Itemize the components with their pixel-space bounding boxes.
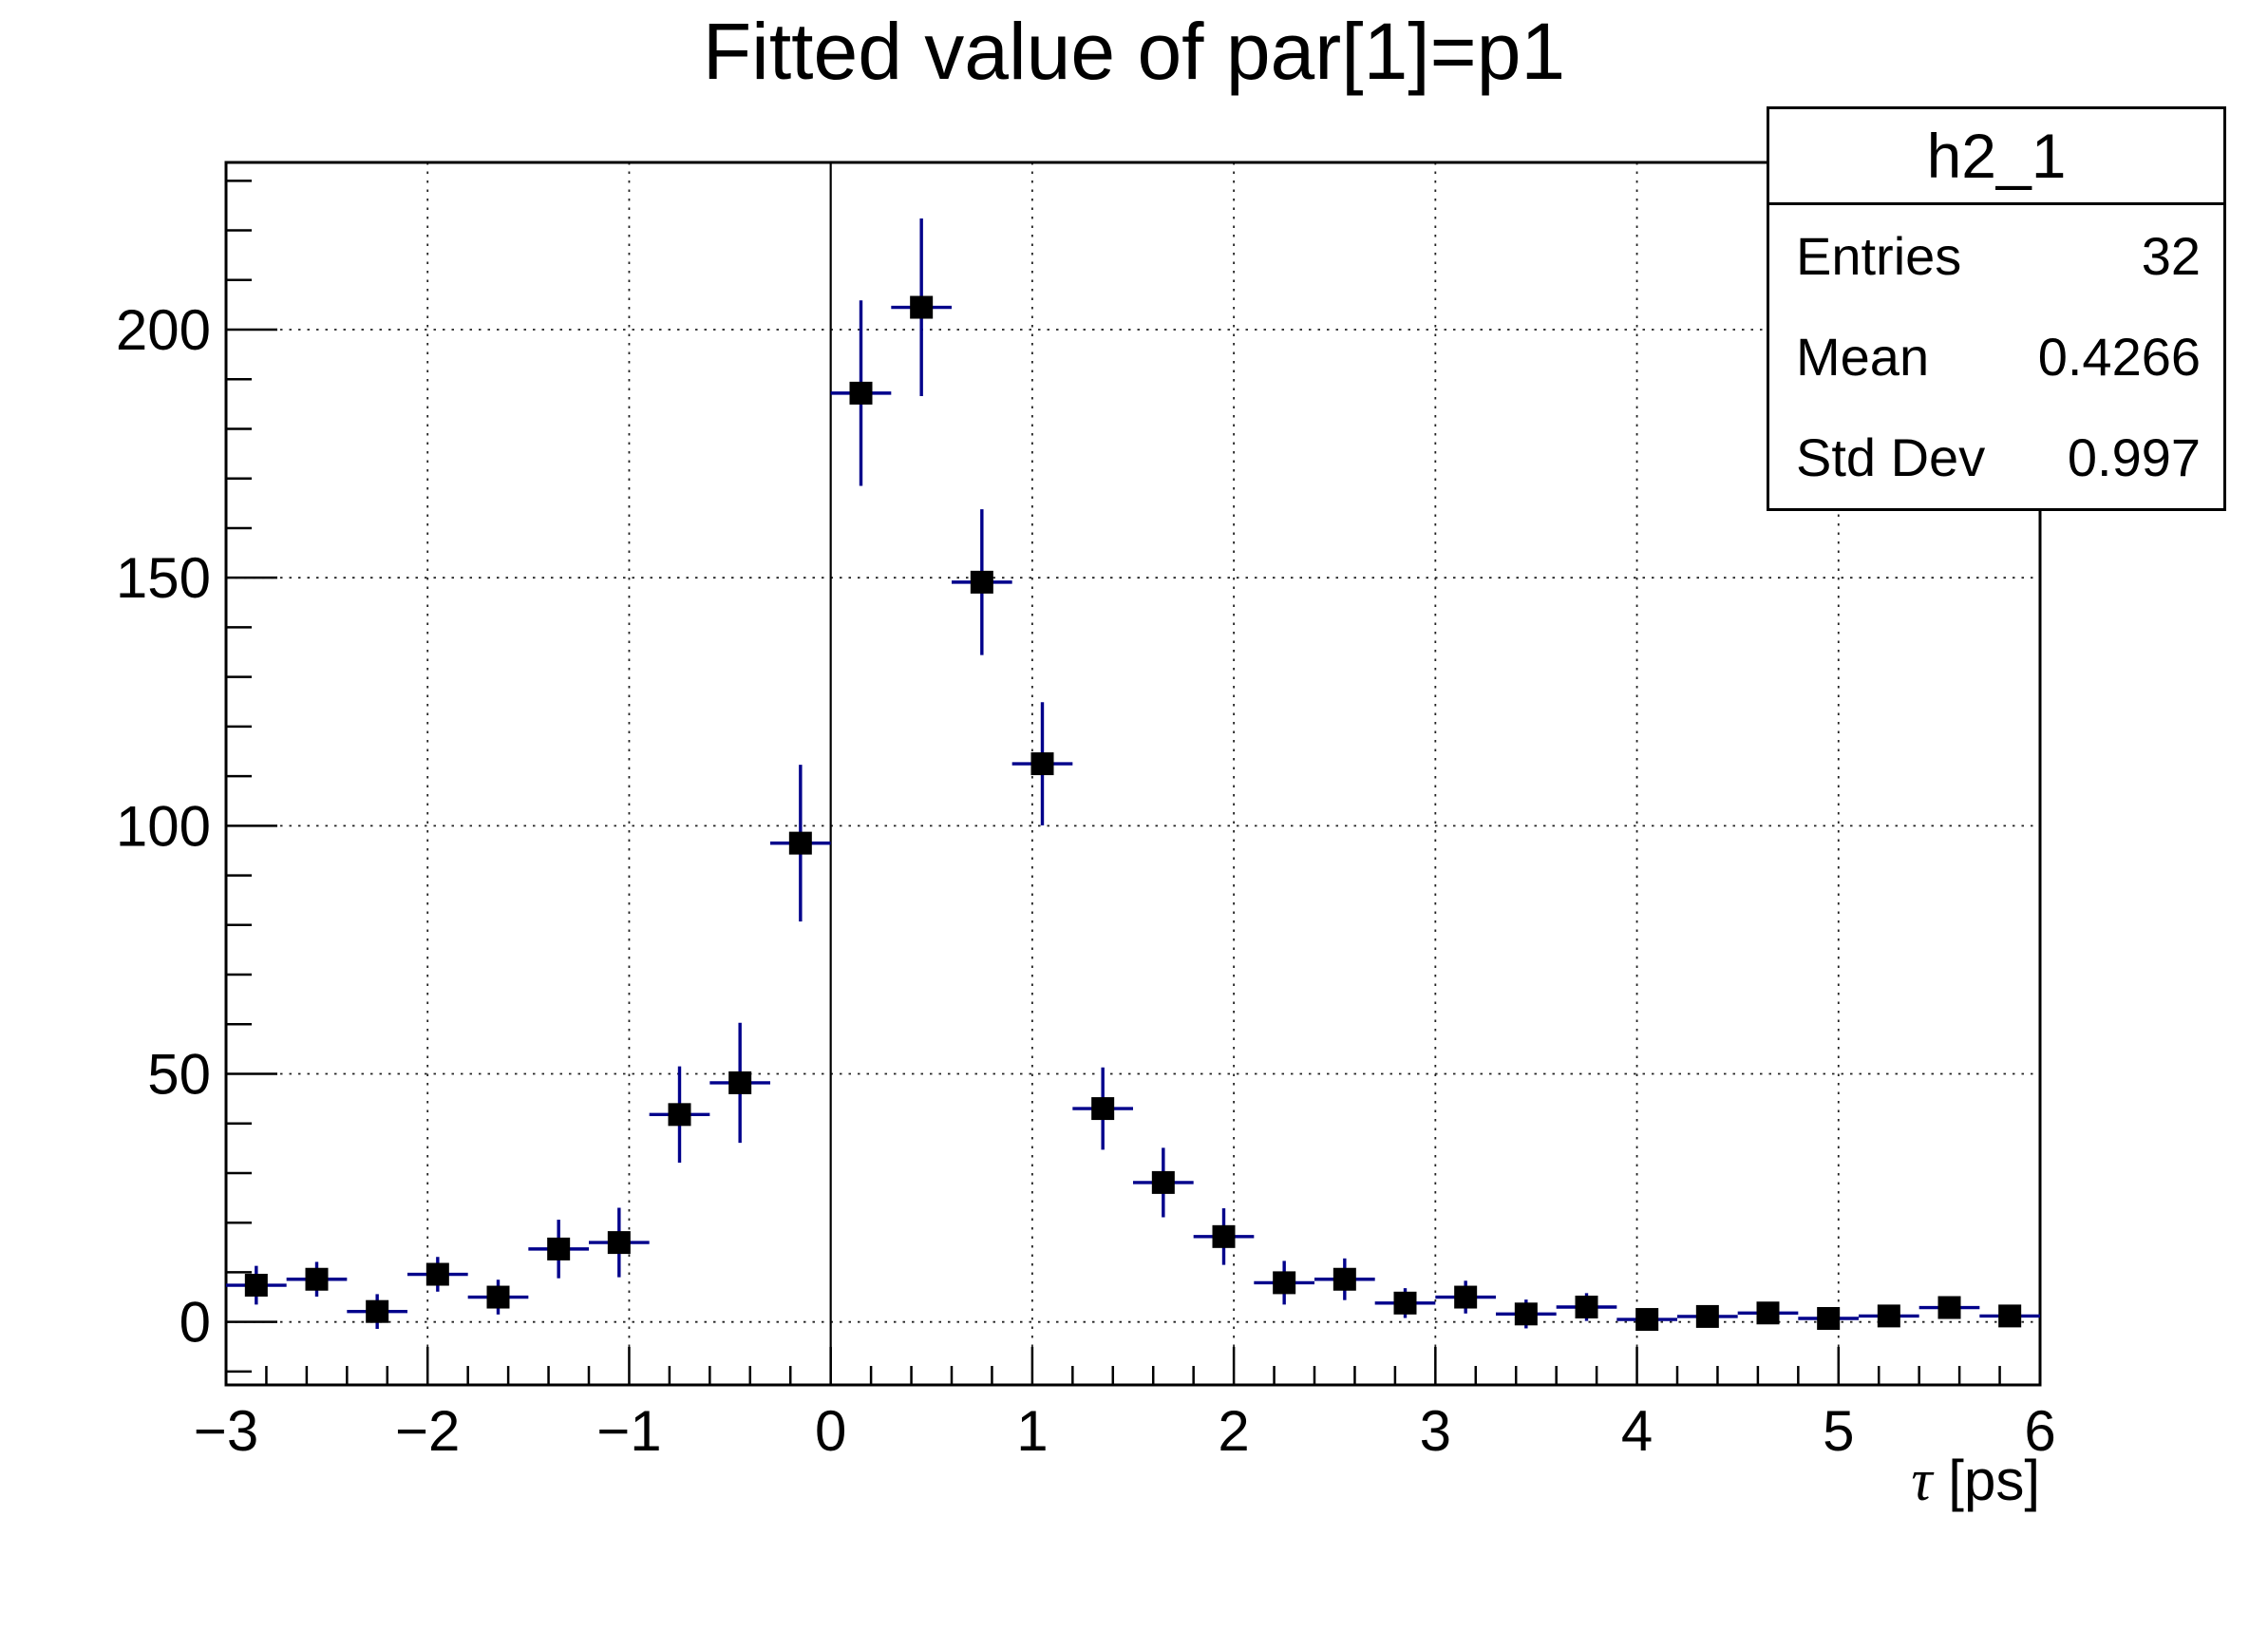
data-point-marker (1514, 1302, 1538, 1326)
data-point-marker (1877, 1304, 1900, 1328)
stat-label: Mean (1796, 326, 1930, 387)
x-tick-label: −3 (194, 1399, 258, 1463)
data-point-marker (1151, 1170, 1175, 1194)
data-markers (244, 295, 2022, 1332)
data-point-marker (788, 831, 812, 855)
data-point-marker (1332, 1267, 1356, 1291)
data-point-marker (668, 1103, 691, 1127)
data-point-marker (1091, 1097, 1115, 1121)
stats-box-title: h2_1 (1769, 109, 2223, 205)
tick-labels: −3 −2 −1 0 1 2 3 4 5 6 0 50 100 150 200 (116, 298, 2056, 1463)
data-point-marker (1695, 1304, 1719, 1328)
data-point-marker (1030, 752, 1054, 776)
data-point-marker (1998, 1304, 2022, 1328)
x-tick-label: −1 (596, 1399, 661, 1463)
data-point-marker (1212, 1224, 1236, 1248)
x-tick-label: 3 (1420, 1399, 1451, 1463)
y-tick-label: 0 (180, 1291, 211, 1355)
data-point-marker (1273, 1271, 1296, 1295)
data-point-marker (607, 1231, 631, 1255)
data-point-marker (425, 1262, 449, 1286)
data-point-marker (1937, 1296, 1961, 1319)
x-tick-label: 5 (1823, 1399, 1854, 1463)
data-point-marker (970, 570, 993, 594)
y-tick-label: 200 (116, 298, 211, 362)
stat-value: 32 (2141, 225, 2201, 286)
data-point-marker (910, 295, 934, 319)
stat-label: Entries (1796, 225, 1962, 286)
chart-title: Fitted value of par[1]=p1 (702, 7, 1566, 96)
data-point-marker (1635, 1308, 1659, 1332)
data-point-marker (1393, 1291, 1417, 1315)
stat-row-mean: Mean 0.4266 (1796, 326, 2201, 388)
data-point-marker (1756, 1301, 1780, 1325)
data-point-marker (366, 1299, 389, 1323)
y-tick-label: 150 (116, 546, 211, 610)
x-axis-title-symbol: τ (1911, 1449, 1933, 1513)
x-axis-title: τ [ps] (1911, 1448, 2040, 1515)
y-tick-label: 50 (147, 1043, 211, 1107)
x-tick-label: 0 (815, 1399, 846, 1463)
data-point-marker (547, 1237, 571, 1260)
data-point-marker (849, 381, 873, 405)
stat-value: 0.4266 (2037, 326, 2201, 387)
y-tick-label: 100 (116, 794, 211, 858)
data-point-marker (1454, 1285, 1478, 1309)
stats-box-rows: Entries 32 Mean 0.4266 Std Dev 0.997 (1769, 205, 2223, 507)
x-tick-label: 1 (1016, 1399, 1048, 1463)
data-point-marker (728, 1071, 752, 1094)
x-tick-label: 6 (2024, 1399, 2055, 1463)
data-point-marker (305, 1267, 329, 1291)
data-point-marker (486, 1285, 510, 1309)
stat-row-stddev: Std Dev 0.997 (1796, 426, 2201, 488)
stat-row-entries: Entries 32 (1796, 225, 2201, 287)
x-axis-title-unit: [ps] (1932, 1449, 2040, 1512)
stat-label: Std Dev (1796, 426, 1986, 487)
x-tick-label: 4 (1621, 1399, 1653, 1463)
plot-frame (224, 161, 2042, 1387)
axis-ticks (224, 180, 2042, 1385)
x-tick-label: 2 (1218, 1399, 1249, 1463)
stats-box: h2_1 Entries 32 Mean 0.4266 Std Dev 0.99… (1767, 106, 2226, 511)
data-point-marker (1575, 1295, 1598, 1318)
data-point-marker (244, 1274, 268, 1298)
x-tick-label: −2 (395, 1399, 460, 1463)
data-point-marker (1817, 1307, 1841, 1331)
stat-value: 0.997 (2067, 426, 2201, 487)
